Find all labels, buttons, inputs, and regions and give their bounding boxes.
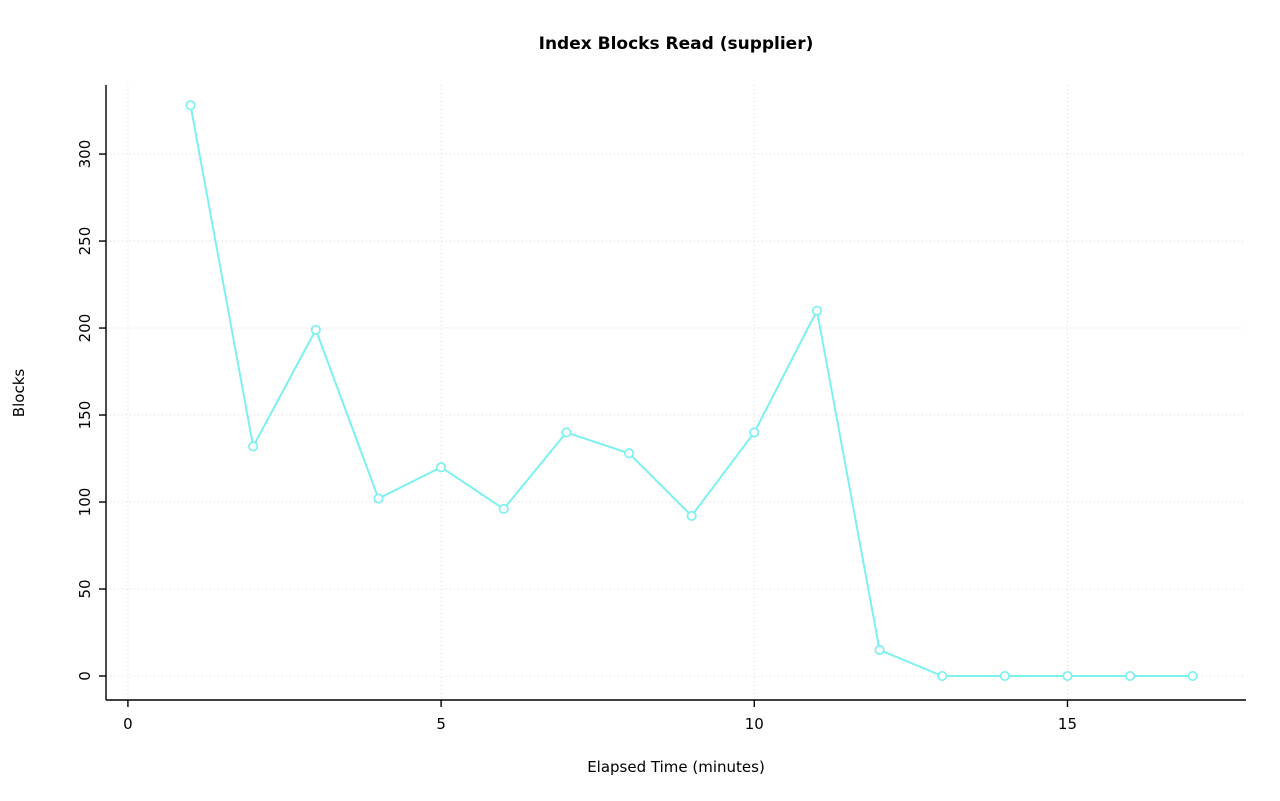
data-point-marker <box>937 670 948 682</box>
y-tick-label: 150 <box>76 401 94 430</box>
data-point-marker <box>436 462 447 473</box>
data-series <box>185 100 1198 682</box>
y-tick-label: 250 <box>76 227 94 256</box>
data-point-marker <box>185 100 196 111</box>
data-point-marker <box>1062 670 1073 682</box>
data-point-marker <box>1125 670 1136 682</box>
x-tick-label: 10 <box>745 715 764 733</box>
data-point-marker <box>498 503 509 515</box>
data-point-marker <box>1187 670 1198 682</box>
data-point-marker <box>248 441 259 452</box>
y-tick-label: 50 <box>76 579 94 598</box>
data-point-marker <box>749 427 760 438</box>
y-tick-label: 100 <box>76 488 94 517</box>
data-point-marker <box>874 644 885 655</box>
data-point-marker <box>811 305 822 316</box>
y-tick-label: 0 <box>76 671 94 681</box>
data-point-marker <box>999 670 1010 682</box>
y-axis-label: Blocks <box>10 369 28 418</box>
y-tick-label: 300 <box>76 140 94 169</box>
series-line <box>189 104 1194 677</box>
data-point-marker <box>373 493 384 504</box>
gridlines <box>106 85 1246 700</box>
data-point-marker <box>310 324 321 335</box>
x-axis-label: Elapsed Time (minutes) <box>587 758 765 776</box>
y-tick-label: 200 <box>76 314 94 343</box>
x-tick-label: 15 <box>1058 715 1077 733</box>
chart-title: Index Blocks Read (supplier) <box>539 34 814 54</box>
data-point-marker <box>561 427 572 438</box>
data-point-marker <box>686 510 697 521</box>
x-tick-label: 0 <box>123 715 133 733</box>
data-point-marker <box>623 448 635 459</box>
x-tick-label: 5 <box>436 715 446 733</box>
